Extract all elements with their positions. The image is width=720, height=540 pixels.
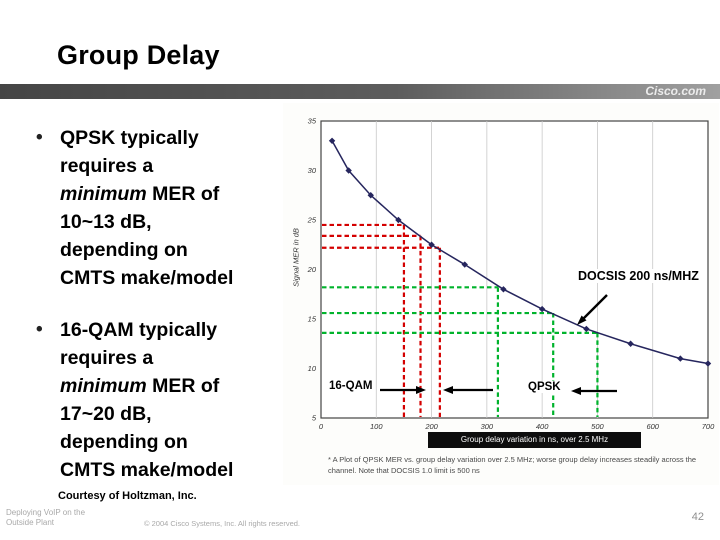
right-arrow-icon — [380, 386, 426, 394]
footer-product-name: Deploying VoIP on the Outside Plant — [6, 508, 86, 527]
bullet-item-qpsk: • QPSK typically requires a minimum MER … — [36, 124, 276, 292]
svg-text:10: 10 — [308, 364, 317, 373]
bullet-marker: • — [36, 319, 43, 340]
svg-text:300: 300 — [481, 422, 494, 431]
svg-text:25: 25 — [307, 216, 317, 225]
chart-title-bar: Group delay variation in ns, over 2.5 MH… — [428, 432, 641, 448]
svg-text:600: 600 — [646, 422, 659, 431]
cisco-brand-text: Cisco.com — [645, 84, 706, 98]
bullet-text-qpsk: QPSK typically requires a minimum MER of… — [60, 124, 233, 292]
chart-y-axis-label: Signal MER in dB — [291, 228, 301, 287]
bullet-em: minimum — [60, 375, 147, 397]
svg-text:5: 5 — [312, 414, 317, 423]
bullet-item-16qam: • 16-QAM typically requires a minimum ME… — [36, 316, 276, 484]
chart-caption: * A Plot of QPSK MER vs. group delay var… — [328, 455, 697, 475]
svg-text:35: 35 — [308, 117, 317, 126]
left-arrow-icon — [571, 387, 617, 395]
bullet-marker: • — [36, 127, 43, 148]
svg-text:500: 500 — [591, 422, 604, 431]
bullet-post: MER of 10~13 dB, depending on CMTS make/… — [60, 183, 234, 289]
svg-text:30: 30 — [308, 166, 317, 175]
svg-text:20: 20 — [307, 265, 317, 274]
bullet-em: minimum — [60, 183, 147, 205]
group-delay-chart-figure: 0 100 200 300 400 500 600 700 5 10 15 20 25 30 35 Sign… — [283, 103, 719, 485]
svg-text:200: 200 — [424, 422, 438, 431]
bullet-pre: 16-QAM typically requires a — [60, 319, 218, 369]
bullet-post: MER of 17~20 dB, depending on CMTS make/… — [60, 375, 234, 481]
svg-text:400: 400 — [536, 422, 549, 431]
svg-text:100: 100 — [370, 422, 383, 431]
svg-text:0: 0 — [319, 422, 324, 431]
svg-text:15: 15 — [308, 315, 317, 324]
svg-text:700: 700 — [702, 422, 715, 431]
docsis-arrow-icon — [577, 294, 608, 325]
courtesy-note: Courtesy of Holtzman, Inc. — [58, 490, 197, 502]
page-number: 42 — [691, 511, 704, 523]
docsis-annotation-label: DOCSIS 200 ns/MHZ — [577, 269, 700, 283]
footer-copyright: © 2004 Cisco Systems, Inc. All rights re… — [144, 519, 301, 528]
slide-title: Group Delay — [57, 40, 220, 70]
bullet-text-16qam: 16-QAM typically requires a minimum MER … — [60, 316, 233, 484]
bullet-list: • QPSK typically requires a minimum MER … — [36, 124, 276, 508]
bullet-pre: QPSK typically requires a — [60, 127, 199, 177]
qpsk-annotation-label: QPSK — [526, 381, 563, 393]
left-arrow-icon — [443, 386, 493, 394]
header-band: Cisco.com — [0, 84, 720, 99]
qam16-annotation-label: 16-QAM — [327, 380, 375, 392]
